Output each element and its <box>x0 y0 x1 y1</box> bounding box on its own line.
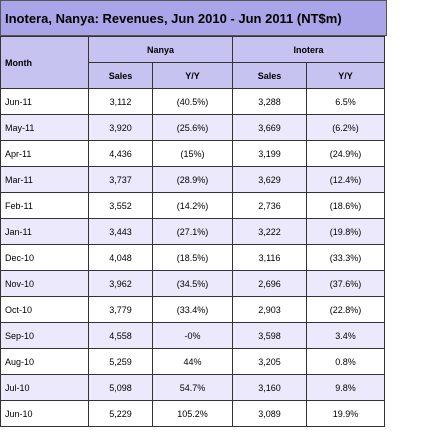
data-row: May-11 3,920 (25.6%) 3,669 (6.2%) <box>0 114 386 141</box>
value-cell: (24.9%) <box>306 140 386 167</box>
month-cell: Aug-10 <box>0 348 89 375</box>
value-cell: (33.3%) <box>306 244 386 271</box>
column-header: Y/Y <box>151 62 234 89</box>
value-cell: (18.6%) <box>306 192 386 219</box>
value-cell: (15%) <box>151 140 234 167</box>
value-cell: 3.4% <box>306 322 386 349</box>
month-cell: Oct-10 <box>0 296 89 323</box>
value-cell: 3,779 <box>88 296 153 323</box>
value-cell: 105.2% <box>151 400 234 427</box>
data-row: Mar-11 3,737 (28.9%) 3,629 (12.4%) <box>0 166 386 193</box>
value-cell: (22.8%) <box>306 296 386 323</box>
month-cell: Jan-11 <box>0 218 89 245</box>
value-cell: (40.5%) <box>151 88 234 115</box>
value-cell: 2,696 <box>232 270 308 297</box>
value-cell: 54.7% <box>151 374 234 401</box>
column-header: Y/Y <box>306 62 386 89</box>
revenue-table: Month Nanya Inotera Sales Y/Y Sales Y/Y Jun-11… <box>0 36 386 427</box>
value-cell: 3,669 <box>232 114 308 141</box>
month-cell: Jun-11 <box>0 88 89 115</box>
month-header: Month <box>0 36 89 89</box>
value-cell: 2,736 <box>232 192 308 219</box>
month-cell: Mar-11 <box>0 166 89 193</box>
month-cell: Dec-10 <box>0 244 89 271</box>
value-cell: 3,737 <box>88 166 153 193</box>
value-cell: 3,629 <box>232 166 308 193</box>
value-cell: 5,098 <box>88 374 153 401</box>
value-cell: 4,436 <box>88 140 153 167</box>
column-header: Sales <box>88 62 153 89</box>
column-header: Sales <box>232 62 308 89</box>
month-cell: Jun-10 <box>0 400 89 427</box>
value-cell: 5,229 <box>88 400 153 427</box>
data-row: Jan-11 3,443 (27.1%) 3,222 (19.8%) <box>0 218 386 245</box>
value-cell: 44% <box>151 348 234 375</box>
value-cell: 4,558 <box>88 322 153 349</box>
value-cell: 5,259 <box>88 348 153 375</box>
data-row: Jun-10 5,229 105.2% 3,089 19.9% <box>0 400 386 427</box>
value-cell: 4,048 <box>88 244 153 271</box>
month-cell: Feb-11 <box>0 192 89 219</box>
value-cell: (27.1%) <box>151 218 234 245</box>
data-row: Jul-10 5,098 54.7% 3,160 9.8% <box>0 374 386 401</box>
data-row: Nov-10 3,962 (34.5%) 2,696 (37.6%) <box>0 270 386 297</box>
value-cell: 3,920 <box>88 114 153 141</box>
data-row: Dec-10 4,048 (18.5%) 3,116 (33.3%) <box>0 244 386 271</box>
month-cell: Nov-10 <box>0 270 89 297</box>
value-cell: 0.8% <box>306 348 386 375</box>
group-header: Inotera <box>232 36 386 63</box>
value-cell: -0% <box>151 322 234 349</box>
value-cell: 3,288 <box>232 88 308 115</box>
value-cell: 2,903 <box>232 296 308 323</box>
value-cell: 3,552 <box>88 192 153 219</box>
value-cell: 3,199 <box>232 140 308 167</box>
value-cell: 19.9% <box>306 400 386 427</box>
value-cell: (18.5%) <box>151 244 234 271</box>
table-container: Inotera, Nanya: Revenues, Jun 2010 - Jun… <box>0 0 387 427</box>
value-cell: 6.5% <box>306 88 386 115</box>
value-cell: 3,089 <box>232 400 308 427</box>
value-cell: 9.8% <box>306 374 386 401</box>
value-cell: 3,962 <box>88 270 153 297</box>
value-cell: 3,160 <box>232 374 308 401</box>
month-cell: Jul-10 <box>0 374 89 401</box>
value-cell: (37.6%) <box>306 270 386 297</box>
value-cell: 3,116 <box>232 244 308 271</box>
group-header: Nanya <box>87 36 234 63</box>
value-cell: 3,205 <box>232 348 308 375</box>
table-body: Jun-11 3,112 (40.5%) 3,288 6.5% May-11 3,920 (2… <box>0 88 386 427</box>
month-cell: Sep-10 <box>0 322 89 349</box>
table-head: Month Nanya Inotera Sales Y/Y Sales Y/Y <box>0 36 386 89</box>
data-row: Aug-10 5,259 44% 3,205 0.8% <box>0 348 386 375</box>
data-row: Feb-11 3,552 (14.2%) 2,736 (18.6%) <box>0 192 386 219</box>
value-cell: (6.2%) <box>306 114 386 141</box>
value-cell: (34.5%) <box>151 270 234 297</box>
value-cell: 3,443 <box>88 218 153 245</box>
value-cell: (19.8%) <box>306 218 386 245</box>
header-row: Sales Y/Y Sales Y/Y <box>1 62 386 89</box>
value-cell: 3,222 <box>232 218 308 245</box>
data-row: Apr-11 4,436 (15%) 3,199 (24.9%) <box>0 140 386 167</box>
value-cell: 3,598 <box>232 322 308 349</box>
value-cell: (14.2%) <box>151 192 234 219</box>
data-row: Jun-11 3,112 (40.5%) 3,288 6.5% <box>0 88 386 115</box>
table-title: Inotera, Nanya: Revenues, Jun 2010 - Jun… <box>0 0 387 36</box>
value-cell: (28.9%) <box>151 166 234 193</box>
value-cell: (33.4%) <box>151 296 234 323</box>
value-cell: (25.6%) <box>151 114 234 141</box>
header-row: Month Nanya Inotera <box>0 36 386 89</box>
value-cell: 3,112 <box>88 88 153 115</box>
month-cell: May-11 <box>0 114 89 141</box>
value-cell: (12.4%) <box>306 166 386 193</box>
data-row: Oct-10 3,779 (33.4%) 2,903 (22.8%) <box>0 296 386 323</box>
data-row: Sep-10 4,558 -0% 3,598 3.4% <box>0 322 386 349</box>
month-cell: Apr-11 <box>0 140 89 167</box>
